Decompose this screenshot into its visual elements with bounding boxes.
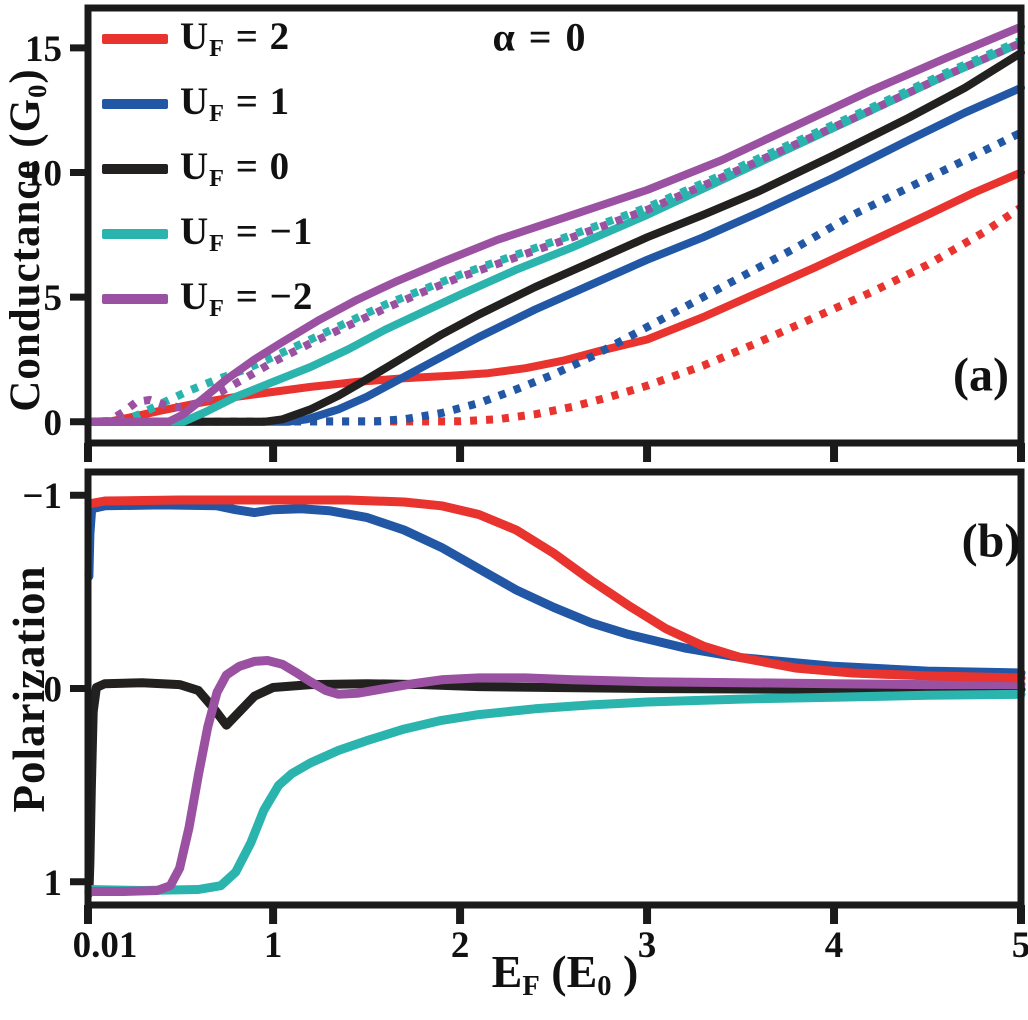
curve-uf-2-solid xyxy=(82,168,1025,426)
curve-uf-neg2-dotted xyxy=(86,39,1023,426)
panel-a-ytick-label: 10 xyxy=(25,154,62,195)
x-axis-tick-label: 1 xyxy=(264,925,283,966)
panel-b-ytick-label: 0 xyxy=(44,670,63,711)
panel-a-tag: (a) xyxy=(953,348,1009,402)
x-axis-label-sub-0: 0 xyxy=(597,970,612,1002)
polarization-axis-label: Polarization xyxy=(3,566,55,813)
legend-item-uf−1: UF = −1 xyxy=(102,201,313,266)
curve-uf-0-polarization xyxy=(84,678,1026,898)
legend-swatch-black xyxy=(102,163,168,174)
legend-label: UF = 0 xyxy=(180,145,291,192)
curve-uf-neg2-polarization xyxy=(84,656,1026,896)
legend-item-uf2: UF = 2 xyxy=(102,6,313,71)
legend-label: UF = −2 xyxy=(180,275,314,322)
legend: UF = 2 UF = 1 UF = 0 UF = −1 UF = −2 xyxy=(102,6,313,331)
panel-a-ytick-label: 0 xyxy=(44,403,63,444)
curve-uf-0-solid xyxy=(82,48,1025,426)
legend-swatch-blue xyxy=(102,98,168,109)
legend-item-uf−2: UF = −2 xyxy=(102,266,313,331)
legend-label: UF = 2 xyxy=(180,15,291,62)
panel-b-ytick-label: −1 xyxy=(22,476,62,517)
curve-uf-neg1-dotted xyxy=(85,36,1023,426)
alpha-annotation: α = 0 xyxy=(492,14,588,60)
curve-uf-1-solid xyxy=(82,83,1025,426)
x-axis-label-mid: (E xyxy=(539,946,598,998)
x-axis-label-close: ) xyxy=(611,946,639,998)
x-axis-tick-label: 5 xyxy=(1012,925,1028,966)
panel-b-ytick-label: 1 xyxy=(44,863,63,904)
legend-label: UF = −1 xyxy=(180,210,314,257)
legend-swatch-purple xyxy=(102,293,168,304)
x-axis-label: EF (E0 ) xyxy=(492,945,639,1003)
x-axis-label-e: E xyxy=(491,946,523,998)
legend-swatch-red xyxy=(102,33,168,44)
curve-uf-neg2-solid xyxy=(82,22,1025,426)
x-axis-tick-label: 4 xyxy=(825,925,844,966)
x-axis-tick-label: 0.01 xyxy=(73,925,138,966)
x-axis-tick-label: 3 xyxy=(638,925,657,966)
panel-a-frame xyxy=(84,4,1025,447)
curve-uf-2-polarization xyxy=(84,495,1026,683)
polarization-axis-label-text: Polarization xyxy=(4,565,54,813)
panel-b-tag: (b) xyxy=(961,514,1021,568)
legend-label: UF = 1 xyxy=(180,80,291,127)
conductance-axis-label-close: ) xyxy=(1,68,49,84)
panel-a-ytick-label: 15 xyxy=(25,29,62,70)
conductance-axis-label-sub: 0 xyxy=(22,83,53,98)
legend-item-uf1: UF = 1 xyxy=(102,71,313,136)
curve-uf-1-dotted xyxy=(86,129,1023,426)
curve-uf-neg1-polarization xyxy=(84,689,1026,895)
conductance-axis-label-text: Conductance (G xyxy=(1,97,49,412)
legend-item-uf0: UF = 0 xyxy=(102,136,313,201)
panel-a-ytick-label: 5 xyxy=(44,278,63,319)
x-axis-tick-label: 2 xyxy=(451,925,470,966)
x-axis-label-sub-f: F xyxy=(522,970,540,1002)
curve-uf-1-polarization xyxy=(84,500,1026,678)
legend-swatch-teal xyxy=(102,228,168,239)
curve-uf-2-dotted xyxy=(86,204,1024,426)
conductance-axis-label: Conductance (G0) xyxy=(1,68,53,411)
